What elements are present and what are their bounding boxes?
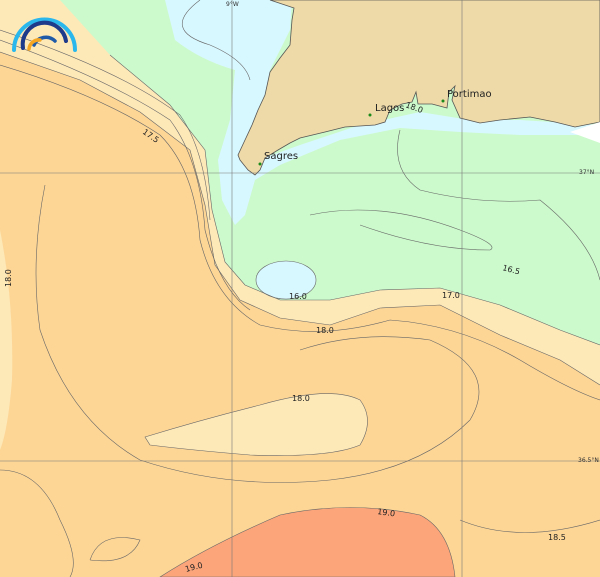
sea-cold-eddy [255, 260, 317, 300]
sea-mild-left-strip [0, 230, 13, 450]
contour-label: 18.0 [292, 394, 310, 403]
contour-label: 19.0 [184, 561, 204, 574]
wave-arcs-logo [12, 17, 77, 52]
lat-label-37n: 37°N [579, 169, 594, 176]
sea-cold-coastal [165, 0, 600, 225]
land-portugal [237, 0, 600, 176]
sea-light-blob [144, 393, 368, 456]
contour-label: 19.0 [377, 507, 396, 518]
contour-label: 18.5 [548, 533, 566, 542]
contour-label: 18.0 [316, 326, 334, 335]
sea-hot-area [159, 507, 456, 577]
place-marker [258, 162, 262, 166]
place-portimao: Portimao [447, 89, 492, 100]
contour-label: 17.0 [442, 291, 460, 300]
place-lagos: Lagos [375, 103, 404, 114]
place-sagres: Sagres [264, 151, 298, 162]
place-marker [368, 113, 372, 117]
lon-label-9w: 9°W [226, 1, 239, 8]
contour-label-left: 18.0 [4, 269, 13, 287]
lat-label-365n: 36.5°N [578, 457, 599, 464]
contour-label: 16.0 [289, 292, 307, 301]
contour-label: 16.5 [501, 263, 521, 276]
no-data-patch [570, 122, 600, 143]
place-marker [441, 99, 445, 103]
